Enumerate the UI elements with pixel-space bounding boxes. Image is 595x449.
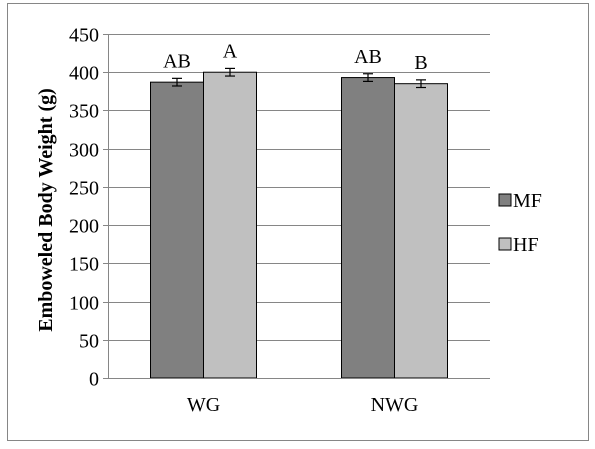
legend-label-HF: HF	[513, 234, 539, 256]
legend-swatch-HF	[498, 237, 512, 251]
significance-label-HF-NWG: B	[414, 52, 427, 74]
legend: MF HF	[498, 190, 542, 256]
significance-label-MF-NWG: AB	[354, 46, 382, 68]
y-tick-label-450: 450	[69, 25, 99, 47]
bar-MF-WG	[150, 81, 204, 379]
significance-label-HF-WG: A	[223, 40, 238, 62]
x-category-label-NWG: NWG	[371, 394, 419, 416]
bar-MF-NWG	[341, 77, 395, 379]
y-tick-label-150: 150	[69, 254, 99, 276]
y-tick-label-50: 50	[79, 331, 99, 353]
y-tick-label-250: 250	[69, 178, 99, 200]
legend-swatch-MF	[498, 193, 512, 207]
legend-label-MF: MF	[513, 190, 542, 212]
bar-HF-WG	[203, 71, 257, 379]
y-tick-label-400: 400	[69, 63, 99, 85]
y-tick-label-200: 200	[69, 216, 99, 238]
y-tick-label-100: 100	[69, 293, 99, 315]
y-tick-label-300: 300	[69, 140, 99, 162]
x-category-label-WG: WG	[187, 394, 220, 416]
y-tick-labels: 0 50 100 150 200 250 300 350 400 450	[69, 25, 99, 391]
axes	[103, 34, 490, 379]
bars: AB A AB B	[150, 40, 448, 379]
y-axis-title: Emboweled Body Weight (g)	[35, 88, 57, 332]
y-tick-label-350: 350	[69, 101, 99, 123]
x-category-labels: WG NWG	[187, 394, 419, 416]
bar-HF-NWG	[394, 83, 448, 379]
significance-label-MF-WG: AB	[163, 50, 191, 72]
chart-border	[7, 3, 589, 441]
y-tick-label-0: 0	[89, 369, 99, 391]
